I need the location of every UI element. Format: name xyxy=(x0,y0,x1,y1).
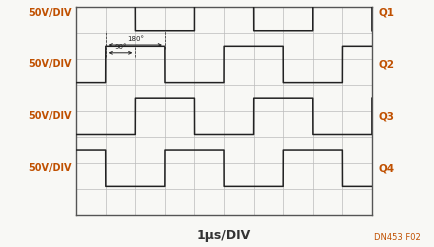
Text: 1μs/DIV: 1μs/DIV xyxy=(197,229,250,242)
Text: 50V/DIV: 50V/DIV xyxy=(28,111,72,121)
Text: 90°: 90° xyxy=(114,44,126,50)
Text: Q2: Q2 xyxy=(378,60,394,69)
Text: Q3: Q3 xyxy=(378,111,394,121)
Text: Q4: Q4 xyxy=(378,163,394,173)
Text: 180°: 180° xyxy=(126,36,144,42)
Text: 50V/DIV: 50V/DIV xyxy=(28,163,72,173)
Text: 50V/DIV: 50V/DIV xyxy=(28,8,72,18)
Text: 50V/DIV: 50V/DIV xyxy=(28,60,72,69)
Text: Q1: Q1 xyxy=(378,8,394,18)
Text: DN453 F02: DN453 F02 xyxy=(373,233,420,242)
